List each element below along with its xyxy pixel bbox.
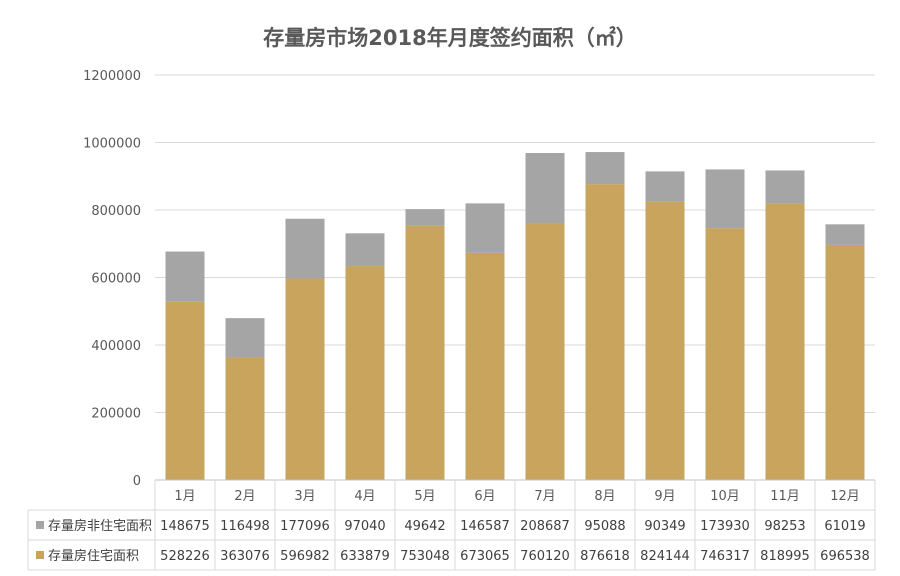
y-tick-label: 1000000 [83,137,141,152]
table-cell: 528226 [160,549,210,564]
category-label: 1月 [174,489,195,504]
bar-non-residential [825,224,865,245]
category-label: 9月 [654,489,675,504]
bar-non-residential [285,218,325,279]
table-cell: 177096 [280,519,330,534]
bar-non-residential [765,170,805,204]
table-cell: 61019 [824,519,865,534]
table-cell: 818995 [760,549,810,564]
table-cell: 90349 [644,519,685,534]
category-label: 3月 [294,489,315,504]
bar-non-residential [585,152,625,185]
table-cell: 148675 [160,519,210,534]
table-cell: 824144 [640,549,690,564]
category-label: 2月 [234,489,255,504]
table-cell: 673065 [460,549,510,564]
table-cell: 49642 [404,519,445,534]
category-label: 7月 [534,489,555,504]
table-cell: 208687 [520,519,570,534]
table-cell: 146587 [460,519,510,534]
table-cell: 596982 [280,549,330,564]
y-tick-label: 400000 [91,339,141,354]
table-cell: 760120 [520,549,570,564]
y-tick-label: 800000 [91,204,141,219]
legend-key [36,521,44,529]
bar-non-residential [405,209,445,226]
bar-residential [465,252,505,480]
category-label: 6月 [474,489,495,504]
category-label: 10月 [710,489,740,504]
bar-residential [285,278,325,480]
chart-title: 存量房市场2018年月度签约面积（㎡） [263,26,637,50]
bar-non-residential [225,318,265,358]
y-tick-label: 0 [133,474,141,489]
bar-non-residential [705,169,745,229]
bar-residential [765,203,805,481]
table-cell: 876618 [580,549,630,564]
bar-residential [225,357,265,480]
table-cell: 633879 [340,549,390,564]
bar-non-residential [165,251,205,302]
bar-non-residential [645,171,685,202]
category-label: 4月 [354,489,375,504]
bar-residential [825,244,865,480]
y-tick-label: 1200000 [83,69,141,84]
bar-non-residential [465,203,505,253]
table-cell: 173930 [700,519,750,534]
bar-residential [585,184,625,480]
y-tick-label: 200000 [91,407,141,422]
table-cell: 746317 [700,549,750,564]
table-row-label: 存量房非住宅面积 [48,518,152,534]
table-row-label: 存量房住宅面积 [48,548,139,564]
table-cell: 363076 [220,549,270,564]
category-label: 12月 [830,489,860,504]
category-label: 8月 [594,489,615,504]
table-cell: 98253 [764,519,805,534]
bar-residential [705,228,745,480]
bar-residential [525,223,565,480]
table-cell: 97040 [344,519,385,534]
table-cell: 116498 [220,519,270,534]
y-tick-label: 600000 [91,272,141,287]
bar-residential [165,301,205,480]
legend-key [36,551,44,559]
bar-residential [645,201,685,481]
table-cell: 696538 [820,549,870,564]
table-cell: 753048 [400,549,450,564]
category-label: 11月 [770,489,800,504]
bar-non-residential [525,153,565,224]
table-cell: 95088 [584,519,625,534]
bar-residential [345,266,385,480]
bar-residential [405,225,445,480]
bar-non-residential [345,233,385,267]
category-label: 5月 [414,489,435,504]
